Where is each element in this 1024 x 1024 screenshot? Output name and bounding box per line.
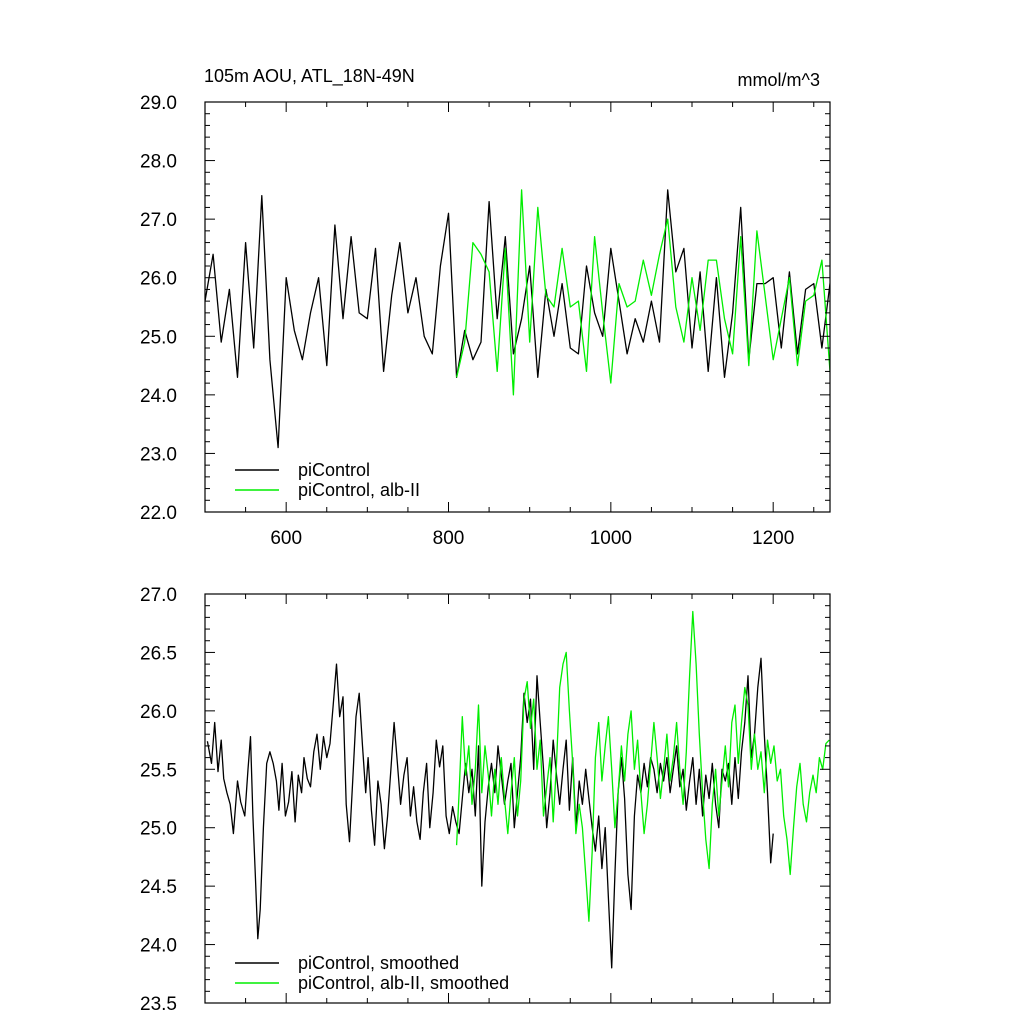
top-x-tick-label: 1200 xyxy=(752,528,794,549)
top-y-tick-label: 24.0 xyxy=(140,386,177,407)
top-y-tick-label: 28.0 xyxy=(140,152,177,173)
top-y-tick-label: 27.0 xyxy=(140,210,177,231)
top-panel-title: 105m AOU, ATL_18N-49N xyxy=(204,66,415,87)
bottom-series-line-0 xyxy=(206,657,774,969)
bottom-legend-label-0: piControl, smoothed xyxy=(298,953,459,973)
bottom-y-tick-label: 26.0 xyxy=(140,702,177,723)
top-legend-label-0: piControl xyxy=(298,460,370,480)
top-y-tick-label: 23.0 xyxy=(140,444,177,465)
top-legend-label-1: piControl, alb-II xyxy=(298,480,420,500)
top-x-tick-label: 600 xyxy=(270,528,302,549)
bottom-y-tick-label: 25.0 xyxy=(140,819,177,840)
top-series-line-1 xyxy=(455,189,830,396)
top-plot-frame xyxy=(204,101,831,513)
bottom-y-tick-label: 26.5 xyxy=(140,643,177,664)
top-y-tick-label: 25.0 xyxy=(140,327,177,348)
bottom-y-tick-label: 24.5 xyxy=(140,877,177,898)
bottom-series-line-1 xyxy=(455,610,830,922)
bottom-panel: 23.5 24.0 24.5 25.0 25.5 26.0 26.5 27.0 piContro… xyxy=(140,585,831,1015)
bottom-y-tick-label: 23.5 xyxy=(140,994,177,1015)
top-y-tick-label: 22.0 xyxy=(140,503,177,524)
bottom-y-tick-label: 25.5 xyxy=(140,760,177,781)
bottom-y-tick-label: 24.0 xyxy=(140,936,177,957)
top-panel-units: mmol/m^3 xyxy=(738,70,820,90)
bottom-legend-label-1: piControl, alb-II, smoothed xyxy=(298,973,509,993)
bottom-plot-frame xyxy=(204,593,831,1004)
top-y-tick-label: 29.0 xyxy=(140,93,177,114)
top-x-tick-label: 1000 xyxy=(590,528,632,549)
top-y-tick-label: 26.0 xyxy=(140,269,177,290)
top-panel: 105m AOU, ATL_18N-49N mmol/m^3 600 800 100… xyxy=(140,66,831,549)
top-x-tick-label: 800 xyxy=(433,528,465,549)
top-series-line-0 xyxy=(205,189,830,449)
bottom-y-tick-label: 27.0 xyxy=(140,585,177,606)
